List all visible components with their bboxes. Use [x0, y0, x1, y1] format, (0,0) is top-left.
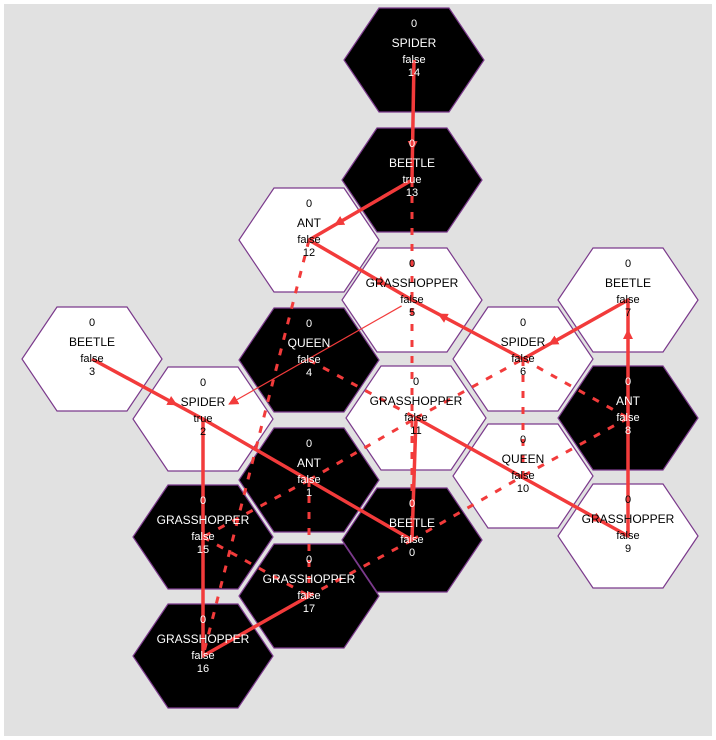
hex-6-type-label: SPIDER [501, 335, 546, 349]
hex-14-count-label: 0 [411, 18, 417, 30]
hex-16-id-label: 16 [197, 663, 209, 675]
hex-14-flag-label: false [402, 54, 425, 66]
hive-board-canvas: 0BEETLEfalse00ANTfalse10SPIDERtrue20BEET… [21, 7, 699, 709]
hex-10-flag-label: false [511, 470, 534, 482]
hex-15-count-label: 0 [200, 495, 206, 507]
hex-8-type-label: ANT [616, 394, 641, 408]
hex-17-flag-label: false [297, 590, 320, 602]
hex-7-id-label: 7 [625, 307, 631, 319]
hex-0-count-label: 0 [409, 498, 415, 510]
hex-13-count-label: 0 [409, 138, 415, 150]
hex-2-flag-label: true [194, 413, 213, 425]
hex-15-id-label: 15 [197, 544, 209, 556]
hex-9-type-label: GRASSHOPPER [582, 512, 675, 526]
hex-14-type-label: SPIDER [392, 36, 437, 50]
hex-7-count-label: 0 [625, 258, 631, 270]
hex-16-flag-label: false [191, 650, 214, 662]
dotted-link-15-17 [202, 535, 310, 598]
hex-0-id-label: 0 [409, 547, 415, 559]
hex-11-type-label: GRASSHOPPER [370, 394, 463, 408]
hex-7-flag-label: false [616, 294, 639, 306]
hex-6-count-label: 0 [520, 317, 526, 329]
hex-8-flag-label: false [616, 412, 639, 424]
hex-7-type-label: BEETLE [605, 276, 651, 290]
hex-12-flag-label: false [297, 234, 320, 246]
hex-6-flag-label: false [511, 353, 534, 365]
hex-9-id-label: 9 [625, 543, 631, 555]
hex-0-type-label: BEETLE [389, 516, 435, 530]
hex-2-count-label: 0 [200, 377, 206, 389]
hex-4-flag-label: false [297, 354, 320, 366]
hex-1-flag-label: false [297, 474, 320, 486]
hex-5-count-label: 0 [409, 258, 415, 270]
move-arrow-6-5 [437, 313, 513, 354]
hex-3-count-label: 0 [89, 317, 95, 329]
hex-4-count-label: 0 [306, 318, 312, 330]
dotted-link-8-10 [522, 416, 629, 478]
dotted-link-6-8 [522, 357, 629, 420]
move-arrow-5-2 [228, 305, 402, 405]
hive-board: 0 BEETLE false 0 0 ANT false 1 0 SPIDER true 2 0 BEET… [4, 4, 712, 736]
dotted-link-4-11 [308, 358, 417, 420]
hex-8-id-label: 8 [625, 425, 631, 437]
hex-4-type-label: QUEEN [288, 336, 331, 350]
hex-13-flag-label: true [403, 174, 422, 186]
dotted-link-0-10 [411, 474, 524, 542]
hex-3-flag-label: false [80, 353, 103, 365]
hex-2-type-label: SPIDER [181, 395, 226, 409]
hex-5-flag-label: false [400, 294, 423, 306]
hex-1-type-label: ANT [297, 456, 322, 470]
hex-9-count-label: 0 [625, 494, 631, 506]
hex-12-count-label: 0 [306, 198, 312, 210]
dotted-link-0-17 [308, 538, 413, 598]
move-arrow-12-5 [319, 245, 387, 286]
dotted-link-1-15 [202, 478, 310, 539]
hex-4-id-label: 4 [306, 367, 312, 379]
hex-9-flag-label: false [616, 530, 639, 542]
hex-0-flag-label: false [400, 534, 423, 546]
hex-10-type-label: QUEEN [502, 452, 545, 466]
hex-16-type-label: GRASSHOPPER [157, 632, 250, 646]
move-arrow-7-6 [548, 305, 618, 345]
hex-17-count-label: 0 [306, 554, 312, 566]
hex-10-count-label: 0 [520, 434, 526, 446]
move-arrow-14-13 [407, 71, 418, 152]
hex-6-id-label: 6 [520, 366, 526, 378]
hex-3-type-label: BEETLE [69, 335, 115, 349]
hex-1-count-label: 0 [306, 438, 312, 450]
hex-17-type-label: GRASSHOPPER [263, 572, 356, 586]
hex-11-flag-label: false [404, 412, 427, 424]
hex-1-id-label: 1 [306, 487, 312, 499]
hex-15-flag-label: false [191, 531, 214, 543]
hex-2-id-label: 2 [200, 426, 206, 438]
hex-13-id-label: 13 [406, 187, 418, 199]
hex-13-type-label: BEETLE [389, 156, 435, 170]
move-arrow-3-2 [102, 364, 178, 406]
hex-12-type-label: ANT [297, 216, 322, 230]
hex-10-id-label: 10 [517, 483, 529, 495]
hex-5-type-label: GRASSHOPPER [366, 276, 459, 290]
hex-16-count-label: 0 [200, 614, 206, 626]
hex-3-id-label: 3 [89, 366, 95, 378]
hex-17-id-label: 17 [303, 603, 315, 615]
hex-8-count-label: 0 [625, 376, 631, 388]
hex-15-type-label: GRASSHOPPER [157, 513, 250, 527]
dotted-link-1-11 [308, 416, 417, 482]
move-arrow-13-12 [334, 185, 402, 226]
hex-12-id-label: 12 [303, 247, 315, 259]
move-arrow-11-9 [426, 423, 603, 522]
dotted-link-11-6 [415, 357, 524, 420]
hex-5-id-label: 5 [409, 307, 415, 319]
hex-14-id-label: 14 [408, 67, 420, 79]
hex-11-count-label: 0 [413, 376, 419, 388]
hex-11-id-label: 11 [410, 425, 421, 437]
